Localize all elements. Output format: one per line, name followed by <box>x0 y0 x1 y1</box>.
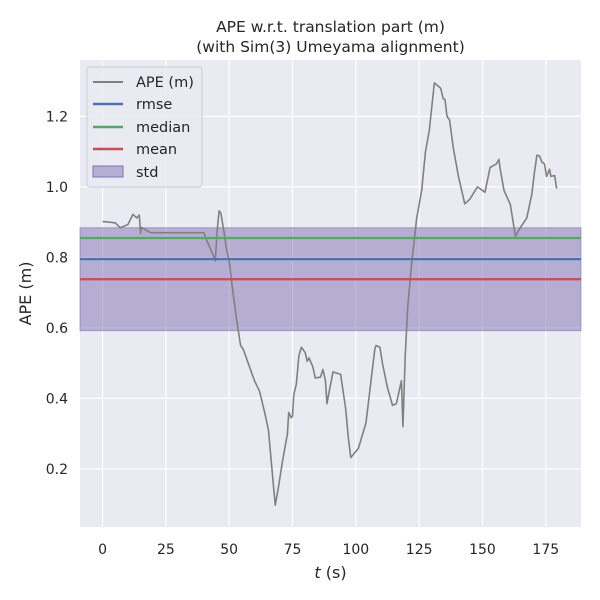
x-tick-label: 175 <box>532 542 559 558</box>
x-tick-label: 25 <box>157 542 175 558</box>
x-tick-label: 0 <box>98 542 107 558</box>
y-tick-label: 0.8 <box>46 250 68 266</box>
x-tick-label: 150 <box>469 542 496 558</box>
y-tick-label: 0.4 <box>46 391 68 407</box>
x-tick-label: 100 <box>342 542 369 558</box>
legend-frame <box>86 66 203 188</box>
y-tick-label: 0.2 <box>46 462 68 478</box>
x-tick-label: 75 <box>284 542 302 558</box>
legend-label-median: median <box>136 120 190 136</box>
y-tick-label: 0.6 <box>46 321 68 337</box>
x-axis-title-var: t <box>314 563 321 582</box>
x-tick-label: 125 <box>406 542 433 558</box>
chart-title-line-1: APE w.r.t. translation part (m) <box>216 18 445 36</box>
legend-label-ape: APE (m) <box>136 75 194 91</box>
legend-label-mean: mean <box>136 142 177 158</box>
legend-label-std: std <box>136 165 158 181</box>
legend: APE (m) rmse median mean std <box>86 66 203 188</box>
legend-label-rmse: rmse <box>136 97 172 113</box>
legend-key-std <box>92 165 124 178</box>
x-axis-title: t (s) <box>314 563 346 582</box>
chart-title-line-2: (with Sim(3) Umeyama alignment) <box>196 38 465 56</box>
ape-series-line <box>102 82 558 506</box>
y-tick-label: 1.0 <box>46 180 68 196</box>
y-axis-title: APE (m) <box>16 262 35 326</box>
x-tick-label: 50 <box>220 542 238 558</box>
y-tick-label: 1.2 <box>46 109 68 125</box>
x-axis-title-unit: (s) <box>321 563 347 582</box>
